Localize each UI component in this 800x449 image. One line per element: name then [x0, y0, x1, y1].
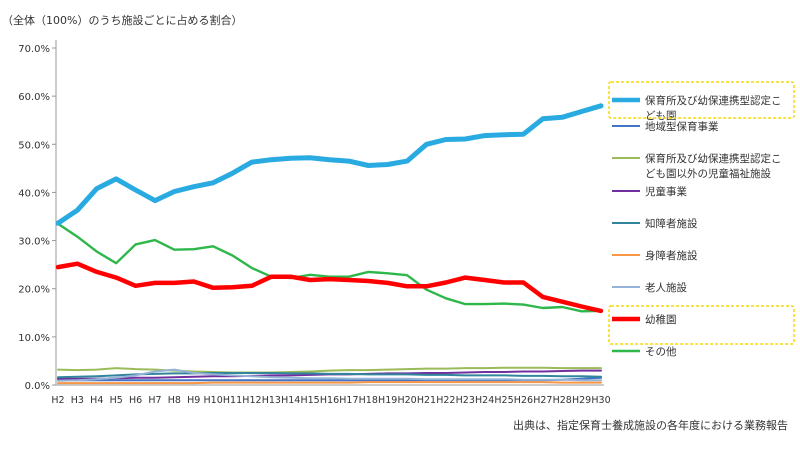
chart-subtitle: （全体（100%）のうち施設ごとに占める割合） — [2, 13, 242, 27]
x-tick-label: H30 — [591, 395, 610, 406]
x-tick-label: H11 — [223, 395, 242, 406]
series-line — [55, 261, 604, 314]
x-tick-label: H13 — [262, 395, 281, 406]
legend-label: 児童事業 — [645, 185, 687, 198]
y-tick-label: 40.0% — [18, 188, 50, 199]
series-layer — [55, 103, 604, 385]
x-tick-label: H9 — [187, 395, 200, 406]
x-tick-label: H20 — [397, 395, 416, 406]
series-line — [57, 366, 602, 374]
x-tick-label: H29 — [572, 395, 591, 406]
legend-label: 知障者施設 — [645, 217, 698, 230]
axes: 0.0% 10.0% 20.0% 30.0% 40.0% 50.0% 60.0% 70.0% H… — [18, 40, 611, 406]
x-tick-label: H18 — [359, 395, 378, 406]
x-tick-label: H17 — [339, 395, 358, 406]
x-tick-label: H21 — [417, 395, 436, 406]
legend-label: その他 — [645, 345, 677, 358]
legend-label: 身障者施設 — [645, 249, 698, 262]
y-tick-label: 0.0% — [25, 381, 50, 392]
x-tick-label: H3 — [71, 395, 84, 406]
x-tick-label: H28 — [553, 395, 572, 406]
series-line — [57, 372, 602, 379]
x-tick-label: H7 — [148, 395, 161, 406]
y-tick-label: 50.0% — [18, 140, 50, 151]
legend-label: 老人施設 — [645, 281, 687, 294]
x-tick-label: H6 — [129, 395, 142, 406]
x-tick-label: H19 — [378, 395, 397, 406]
x-tick-label: H8 — [168, 395, 181, 406]
x-tick-label: H22 — [436, 395, 455, 406]
x-tick-label: H27 — [533, 395, 552, 406]
x-tick-label: H23 — [456, 395, 475, 406]
series-line — [56, 222, 603, 313]
x-tick-label: H25 — [494, 395, 513, 406]
x-tick-label: H24 — [475, 395, 494, 406]
x-tick-label: H5 — [110, 395, 123, 406]
series-line — [57, 381, 602, 385]
legend-highlight-box — [608, 305, 795, 345]
x-tick-label: H4 — [90, 395, 103, 406]
y-tick-label: 20.0% — [18, 285, 50, 296]
y-tick-label: 30.0% — [18, 237, 50, 248]
legend: 保育所及び幼保連携型認定こども園地域型保育事業保育所及び幼保連携型認定こども園以… — [608, 81, 795, 358]
legend-label: 地域型保育事業 — [645, 120, 719, 133]
legend-label: 保育所及び幼保連携型認定こども園以外の児童福祉施設 — [645, 152, 782, 180]
legend-label: 保育所及び幼保連携型認定こども園 — [645, 94, 782, 122]
x-tick-label: H12 — [242, 395, 261, 406]
x-tick-label: H26 — [514, 395, 533, 406]
x-tick-label: H14 — [281, 395, 300, 406]
legend-label: 幼稚園 — [645, 313, 677, 326]
y-tick-label: 10.0% — [18, 333, 50, 344]
y-tick-label: 60.0% — [18, 92, 50, 103]
y-tick-label: 70.0% — [18, 44, 50, 55]
legend-highlight-box — [608, 81, 795, 119]
series-line — [55, 103, 604, 226]
x-tick-label: H10 — [204, 395, 223, 406]
series-line — [57, 368, 602, 382]
x-tick-label: H16 — [320, 395, 339, 406]
source-note: 出典は、指定保育士養成施設の各年度における業務報告 — [513, 418, 788, 432]
x-tick-label: H15 — [300, 395, 319, 406]
x-tick-label: H2 — [51, 395, 64, 406]
